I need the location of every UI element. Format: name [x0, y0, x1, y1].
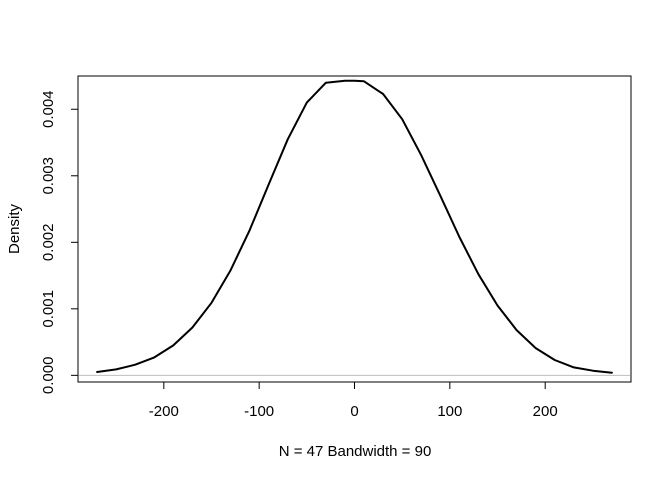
y-axis-title: Density: [6, 203, 23, 254]
y-tick-label: 0.004: [40, 90, 57, 128]
x-tick-label: -100: [244, 403, 274, 420]
x-tick-label: -200: [149, 403, 179, 420]
y-tick-label: 0.000: [40, 357, 57, 395]
x-axis: -200 -100 0 100 200: [149, 381, 558, 420]
density-curve-0: [96, 79, 613, 374]
y-tick-label: 0.002: [40, 224, 57, 262]
y-axis: 0.000 0.001 0.002 0.003 0.004: [40, 90, 79, 395]
y-tick-label: 0.001: [40, 290, 57, 328]
x-axis-title: N = 47 Bandwidth = 90: [279, 443, 432, 460]
x-tick-label: 200: [533, 403, 558, 420]
series-layer: [96, 79, 613, 374]
y-tick-label: 0.003: [40, 157, 57, 195]
x-tick-label: 0: [350, 403, 358, 420]
x-tick-label: 100: [437, 403, 462, 420]
plot-frame: [77, 75, 632, 383]
